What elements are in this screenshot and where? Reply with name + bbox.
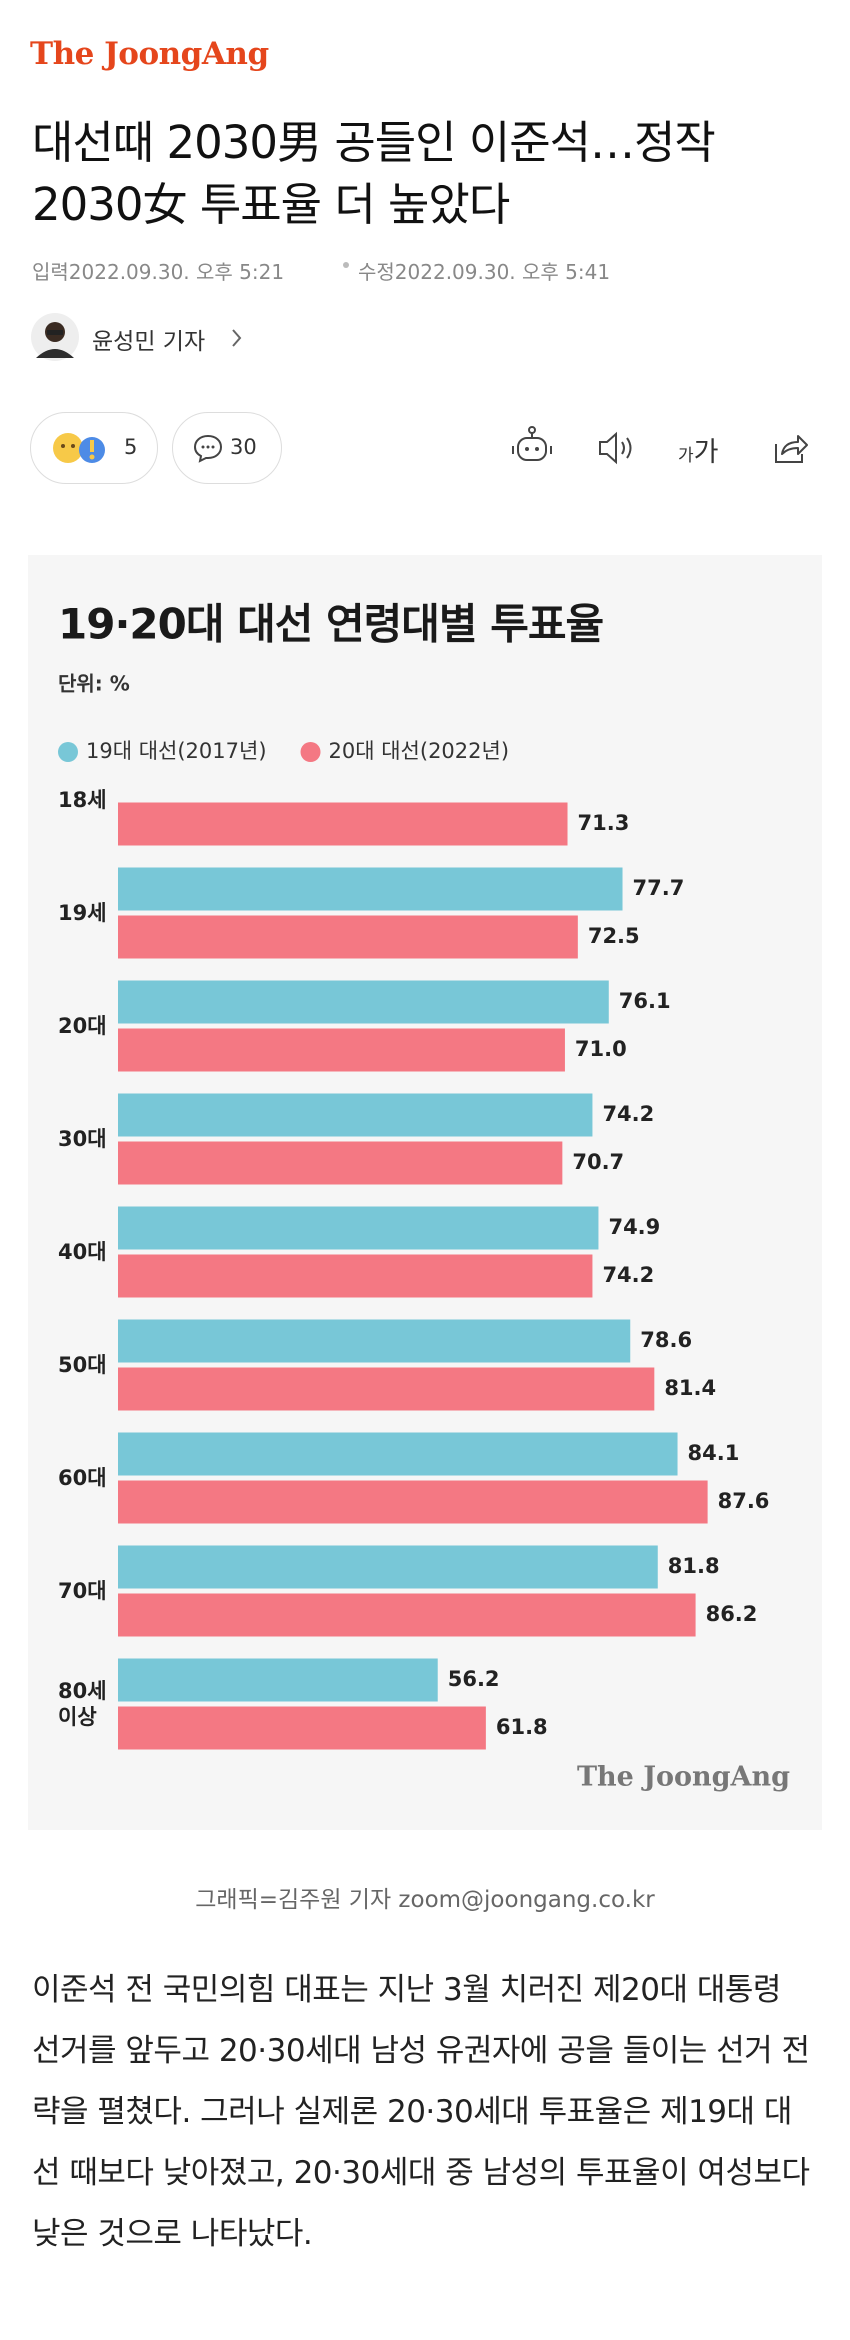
y-category-label: 60대: [58, 1466, 107, 1490]
y-category-label: 19세: [58, 901, 107, 925]
legend-swatch: [58, 742, 78, 762]
comment-icon: [193, 434, 223, 463]
value-label: 86.2: [706, 1602, 758, 1626]
value-label: 81.4: [664, 1376, 716, 1400]
y-category-label: 20대: [58, 1014, 107, 1038]
reaction-button[interactable]: [30, 412, 158, 484]
chart-graphic: 19·20대 대선 연령대별 투표율 단위: % The JoongAng 19…: [0, 555, 850, 1830]
bar: [118, 1480, 708, 1524]
headline: 대선때 2030男 공들인 이준석…정작 2030女 투표율 더 높았다: [32, 116, 716, 231]
bar: [118, 1432, 678, 1476]
ai-summary-button[interactable]: [510, 424, 554, 472]
modified-date: 수정2022.09.30. 오후 5:41: [358, 260, 611, 284]
value-label: 72.5: [588, 924, 640, 948]
y-category-label: 70대: [58, 1579, 107, 1603]
value-label: 74.9: [608, 1215, 660, 1239]
chart-title: 19·20대 대선 연령대별 투표율: [58, 600, 603, 649]
separator-dot: [343, 262, 349, 268]
value-label: 77.7: [633, 876, 685, 900]
value-label: 76.1: [619, 989, 671, 1013]
value-label: 56.2: [448, 1667, 500, 1691]
font-small: 가: [678, 446, 694, 466]
y-category-label: 30대: [58, 1127, 107, 1151]
value-label: 74.2: [602, 1263, 654, 1287]
y-category-label: 50대: [58, 1353, 107, 1377]
y-category-label: 80세 이상: [58, 1679, 107, 1729]
bar: [118, 867, 623, 911]
value-label: 78.6: [640, 1328, 692, 1352]
bar: [118, 1206, 599, 1250]
legend-label: 20대 대선(2022년): [329, 739, 510, 763]
image-caption: 그래픽=김주원 기자 zoom@joongang.co.kr: [195, 1887, 655, 1913]
chart-svg: 19·20대 대선 연령대별 투표율 단위: % The JoongAng 19…: [28, 555, 822, 1830]
value-label: 81.8: [668, 1554, 720, 1578]
value-label: 71.3: [578, 811, 630, 835]
article-body: 이준석 전 국민의힘 대표는 지난 3월 치러진 제20대 대통령 선거를 앞두…: [32, 1972, 810, 2252]
value-label: 74.2: [602, 1102, 654, 1126]
bar: [118, 802, 568, 846]
author-name[interactable]: 윤성민 기자: [92, 329, 206, 355]
logo[interactable]: The JoongAng: [30, 36, 269, 72]
bar: [118, 1706, 486, 1750]
comment-button[interactable]: [172, 412, 282, 484]
audio-button[interactable]: [596, 430, 640, 466]
y-category-label: 40대: [58, 1240, 107, 1264]
reaction-count: 5: [124, 435, 138, 459]
font-size-button[interactable]: 가가: [678, 430, 718, 469]
bar: [118, 1028, 565, 1072]
bar: [118, 1545, 658, 1589]
chart-source: The JoongAng: [577, 1762, 790, 1793]
bar: [118, 1093, 593, 1137]
value-label: 84.1: [688, 1441, 740, 1465]
bar: [118, 1367, 655, 1411]
reaction-icon: [53, 433, 105, 463]
bar: [118, 1319, 631, 1363]
author-avatar[interactable]: [30, 312, 80, 362]
chart-unit: 단위: %: [58, 672, 130, 696]
font-large: 가: [693, 437, 719, 468]
legend-label: 19대 대선(2017년): [86, 739, 267, 763]
bar: [118, 915, 578, 959]
bar: [118, 1593, 696, 1637]
bar: [118, 1141, 563, 1185]
bar: [118, 1254, 593, 1298]
share-button[interactable]: [770, 428, 810, 468]
value-label: 71.0: [575, 1037, 627, 1061]
y-category-label: 18세: [58, 788, 107, 812]
value-label: 87.6: [718, 1489, 770, 1513]
chevron-icon: [232, 329, 242, 347]
value-label: 70.7: [572, 1150, 624, 1174]
value-label: 61.8: [496, 1715, 548, 1739]
bar: [118, 980, 609, 1024]
published-date: 입력2022.09.30. 오후 5:21: [32, 260, 285, 284]
bar: [118, 1658, 438, 1702]
legend-swatch: [300, 742, 321, 762]
comment-count: 30: [230, 435, 257, 459]
